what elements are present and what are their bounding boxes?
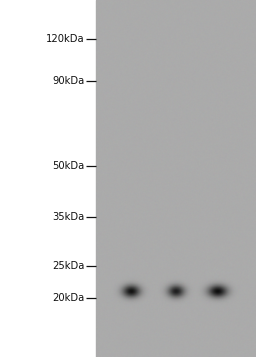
Bar [96,0,256,357]
Text: 50kDa: 50kDa [52,161,84,171]
Text: 25kDa: 25kDa [52,261,84,271]
Text: 120kDa: 120kDa [46,34,84,44]
Text: 90kDa: 90kDa [52,76,84,86]
Text: 35kDa: 35kDa [52,212,84,222]
Text: 20kDa: 20kDa [52,293,84,303]
